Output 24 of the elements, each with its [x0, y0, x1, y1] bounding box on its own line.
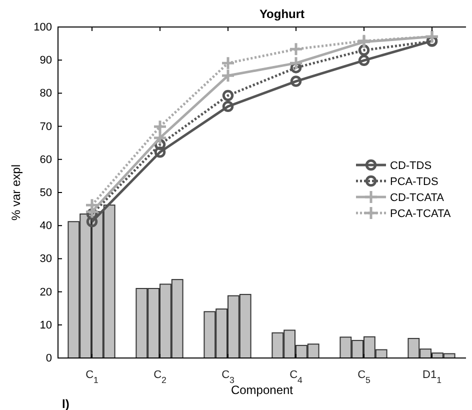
y-axis-title: % var expl: [9, 164, 23, 221]
x-tick-label: D1$_{1}$: [422, 369, 442, 385]
chart-title: Yoghurt: [259, 7, 305, 21]
x-tick-label: C$_{3}$: [222, 369, 235, 385]
legend-label: CD-TDS: [390, 160, 432, 172]
y-tick-label: 0: [46, 352, 52, 365]
x-tick-label: C$_{2}$: [154, 369, 167, 385]
y-tick-label: 70: [40, 120, 52, 133]
y-tick-label: 80: [40, 88, 52, 100]
y-tick-label: 20: [40, 286, 52, 298]
legend-label: PCA-TDS: [390, 176, 438, 188]
x-tick-label: C$_{4}$: [290, 369, 303, 385]
x-axis-title: Component: [230, 383, 294, 397]
y-tick-label: 100: [34, 22, 52, 34]
legend-label: PCA-TCATA: [390, 208, 452, 220]
y-tick-label: 30: [40, 253, 52, 266]
y-tick-label: 10: [40, 319, 52, 332]
y-tick-label: 60: [40, 154, 52, 166]
x-tick-label: C$_{5}$: [358, 369, 371, 385]
y-tick-label: 90: [40, 54, 52, 67]
y-tick-label: 50: [40, 187, 52, 200]
x-tick-label: C$_{1}$: [86, 369, 99, 385]
legend-label: CD-TCATA: [390, 192, 445, 204]
y-tick-label: 40: [40, 220, 52, 232]
